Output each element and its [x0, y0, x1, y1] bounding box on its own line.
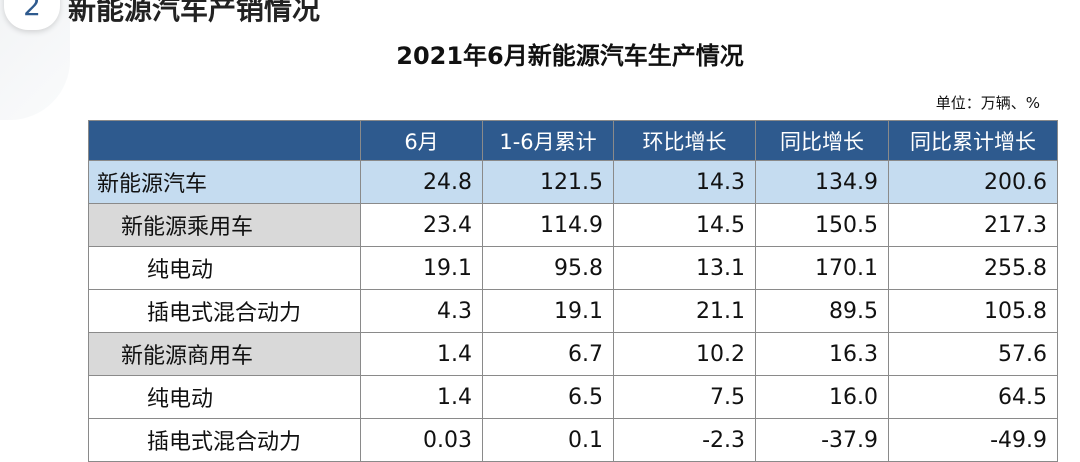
cell: 150.5 — [755, 203, 889, 247]
cell: 255.8 — [888, 246, 1058, 290]
cell: 114.9 — [482, 203, 614, 247]
cell: 0.1 — [482, 418, 614, 462]
section-number: 2 — [4, 0, 60, 30]
cell: -37.9 — [755, 418, 889, 462]
cell: 16.0 — [755, 375, 889, 419]
cell: 7.5 — [613, 375, 756, 419]
table-title: 2021年6月新能源汽车生产情况 — [396, 42, 744, 70]
row-label: 纯电动 — [88, 375, 361, 419]
column-header: 6月 — [360, 120, 483, 161]
column-header — [88, 120, 361, 161]
cell: 4.3 — [360, 289, 483, 333]
table-row: 新能源商用车 1.4 6.7 10.2 16.3 57.6 — [88, 332, 1058, 376]
section-title: 新能源汽车产销情况 — [68, 0, 321, 26]
cell: 0.03 — [360, 418, 483, 462]
cell: 1.4 — [360, 375, 483, 419]
cell: 95.8 — [482, 246, 614, 290]
header-row: 6月 1-6月累计 环比增长 同比增长 同比累计增长 — [88, 120, 1058, 161]
cell: 16.3 — [755, 332, 889, 376]
cell: 1.4 — [360, 332, 483, 376]
data-table: 6月 1-6月累计 环比增长 同比增长 同比累计增长 新能源汽车 24.8 121.5 14.… — [88, 120, 1058, 462]
cell: 19.1 — [482, 289, 614, 333]
table-row: 插电式混合动力 4.3 19.1 21.1 89.5 105.8 — [88, 289, 1058, 333]
cell: 10.2 — [613, 332, 756, 376]
row-label: 新能源乘用车 — [88, 203, 361, 247]
cell: -2.3 — [613, 418, 756, 462]
cell: 200.6 — [888, 160, 1058, 204]
cell: 6.5 — [482, 375, 614, 419]
row-label: 新能源商用车 — [88, 332, 361, 376]
cell: 6.7 — [482, 332, 614, 376]
table-row: 新能源汽车 24.8 121.5 14.3 134.9 200.6 — [88, 160, 1058, 204]
table-row: 纯电动 19.1 95.8 13.1 170.1 255.8 — [88, 246, 1058, 290]
column-header: 环比增长 — [613, 120, 756, 161]
cell: 64.5 — [888, 375, 1058, 419]
column-header: 同比累计增长 — [888, 120, 1058, 161]
cell: -49.9 — [888, 418, 1058, 462]
row-label: 插电式混合动力 — [88, 289, 361, 333]
cell: 105.8 — [888, 289, 1058, 333]
row-label: 纯电动 — [88, 246, 361, 290]
unit-note: 单位：万辆、% — [935, 94, 1040, 112]
cell: 217.3 — [888, 203, 1058, 247]
cell: 21.1 — [613, 289, 756, 333]
column-header: 1-6月累计 — [482, 120, 614, 161]
cell: 89.5 — [755, 289, 889, 333]
cell: 57.6 — [888, 332, 1058, 376]
cell: 170.1 — [755, 246, 889, 290]
cell: 134.9 — [755, 160, 889, 204]
table-row: 纯电动 1.4 6.5 7.5 16.0 64.5 — [88, 375, 1058, 419]
cell: 13.1 — [613, 246, 756, 290]
cell: 24.8 — [360, 160, 483, 204]
cell: 19.1 — [360, 246, 483, 290]
table-row: 插电式混合动力 0.03 0.1 -2.3 -37.9 -49.9 — [88, 418, 1058, 462]
row-label: 插电式混合动力 — [88, 418, 361, 462]
table-row: 新能源乘用车 23.4 114.9 14.5 150.5 217.3 — [88, 203, 1058, 247]
row-label: 新能源汽车 — [88, 160, 361, 204]
column-header: 同比增长 — [755, 120, 889, 161]
cell: 14.3 — [613, 160, 756, 204]
cell: 23.4 — [360, 203, 483, 247]
cell: 14.5 — [613, 203, 756, 247]
cell: 121.5 — [482, 160, 614, 204]
